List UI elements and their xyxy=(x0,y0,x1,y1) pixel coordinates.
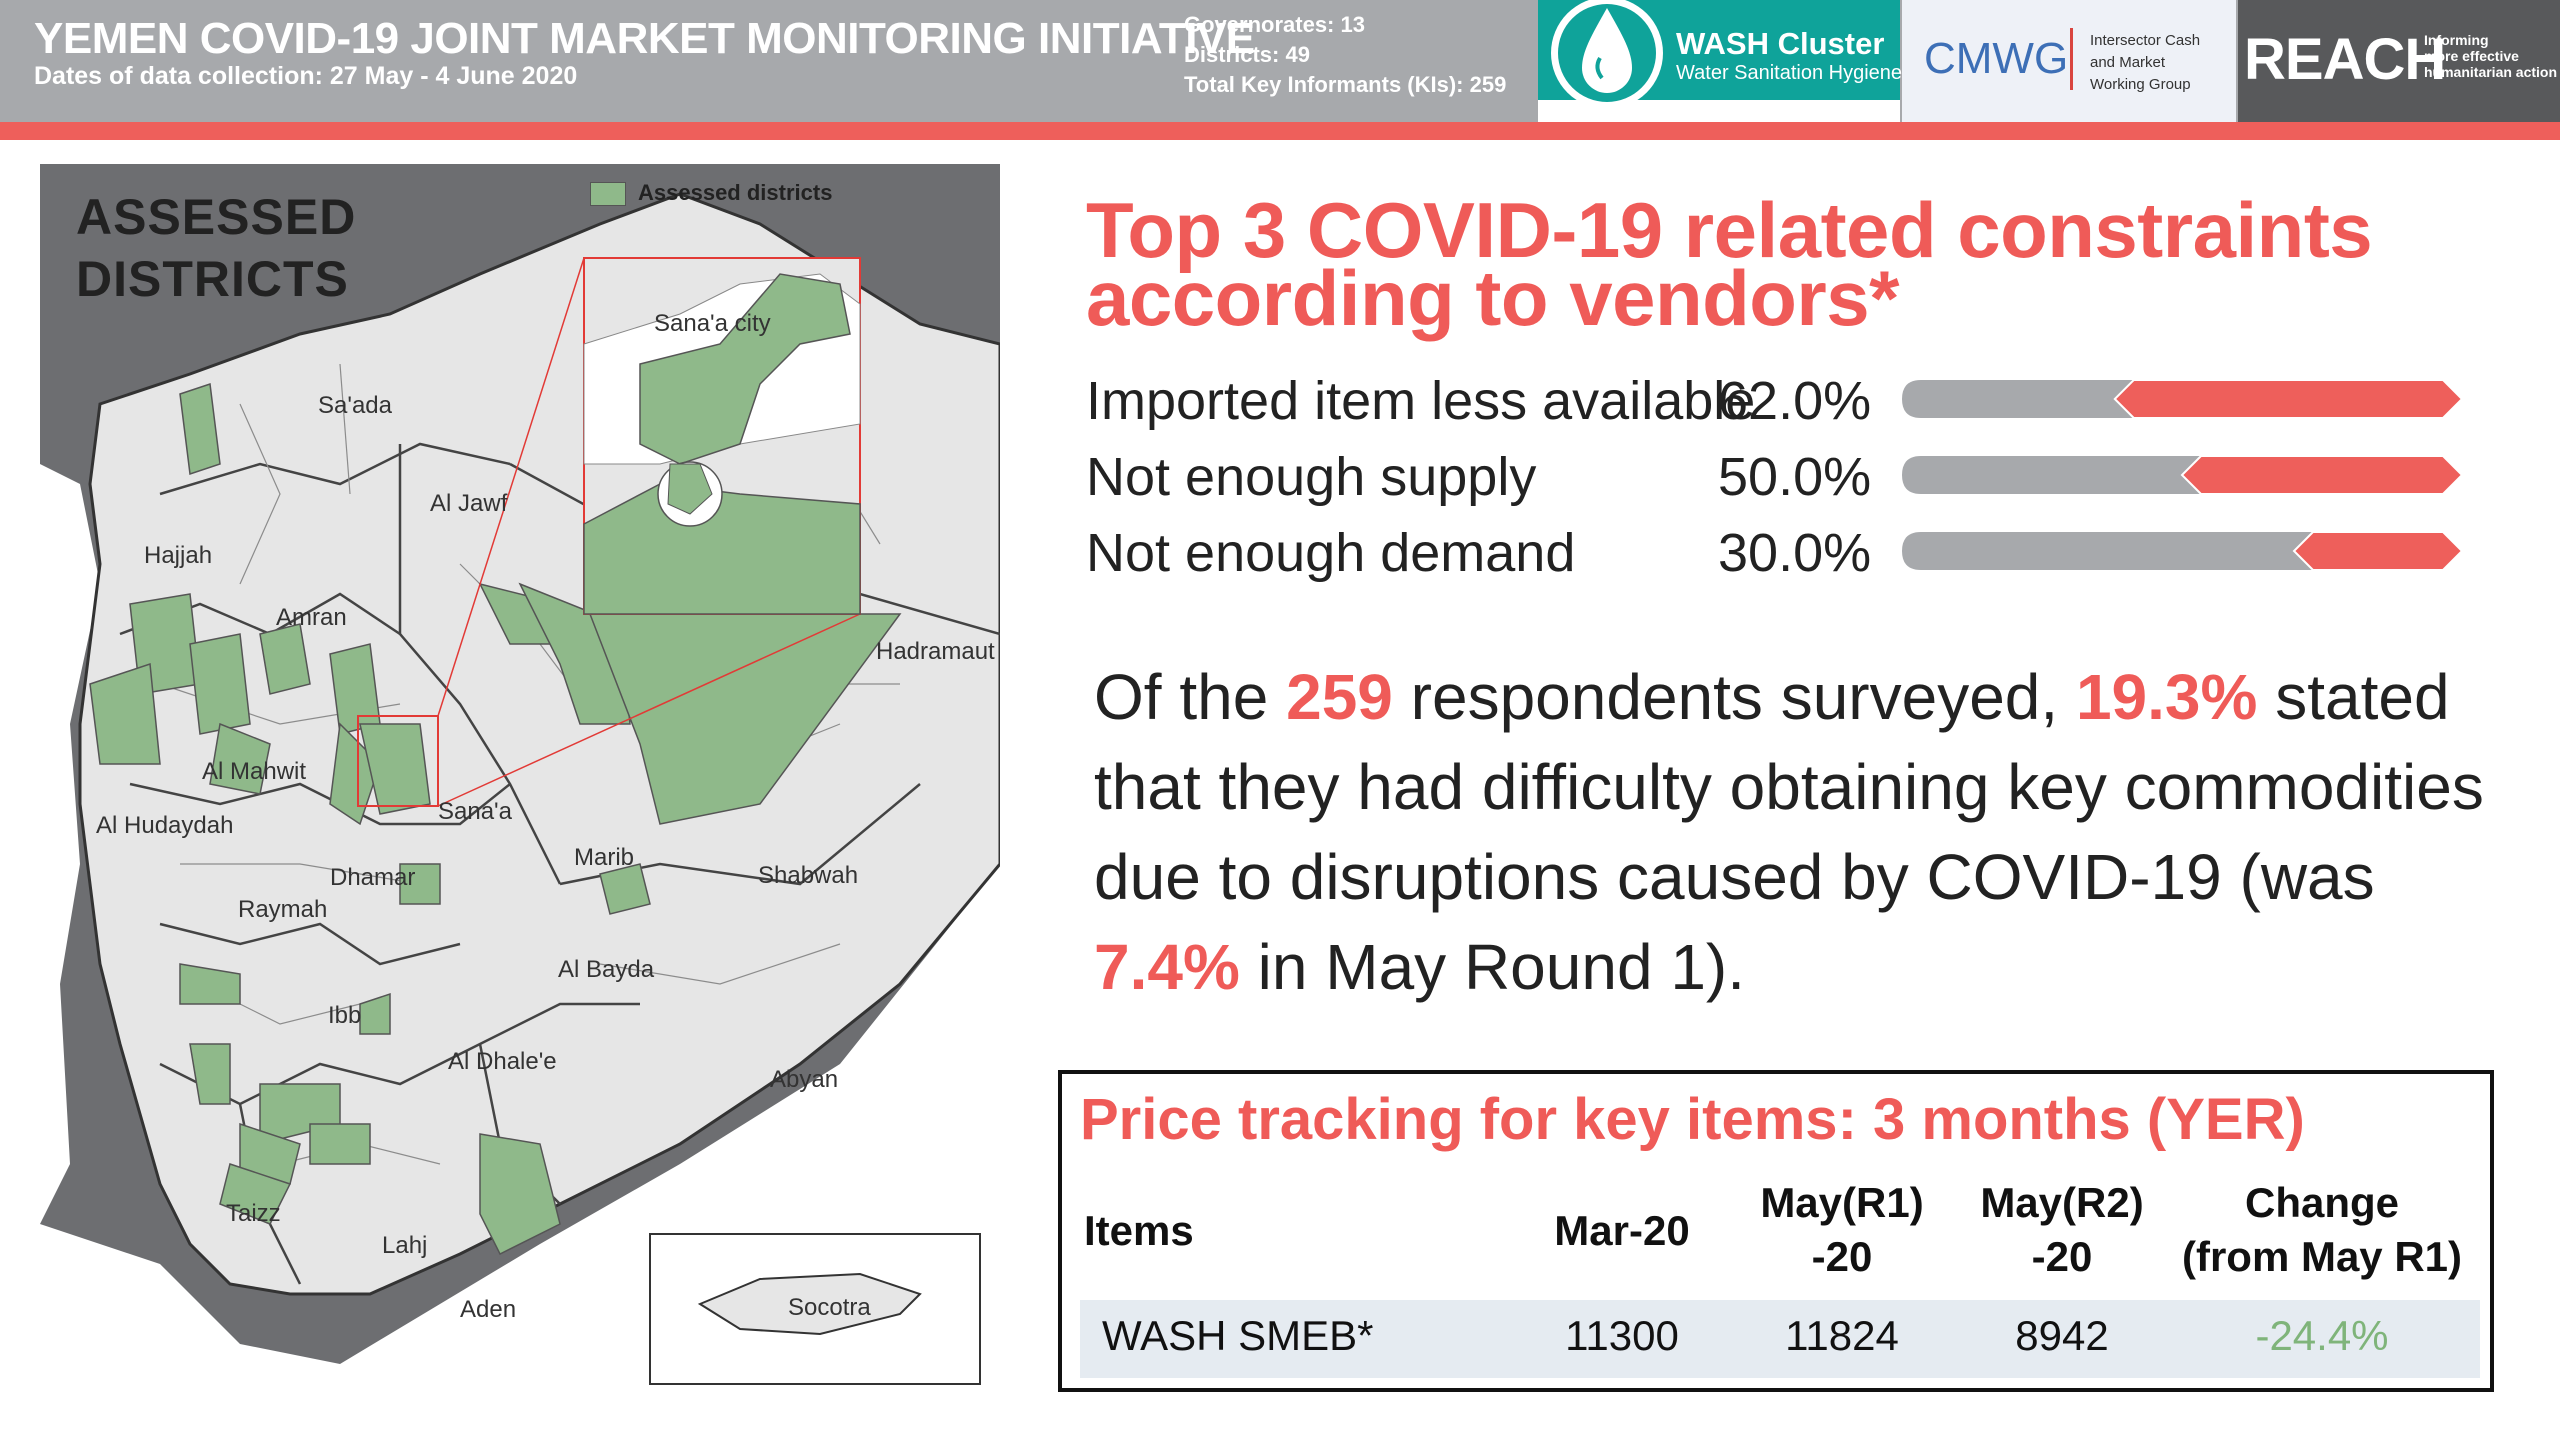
cell-may-r2: 8942 xyxy=(2015,1312,2109,1359)
constraints-title-line: Top 3 COVID-19 related constraints xyxy=(1086,186,2373,274)
map-label-sanaa-city: Sana'a city xyxy=(654,310,771,337)
header-accent-line xyxy=(0,122,2560,140)
reach-logo: REACH Informing more effective humanitar… xyxy=(2238,0,2560,122)
map-label-abyan: Abyan xyxy=(770,1066,839,1093)
constraint-bar xyxy=(1902,379,2464,419)
map-label-hajjah: Hajjah xyxy=(144,542,213,569)
map-title-line: ASSESSED xyxy=(76,189,357,245)
map-label-sanaa: Sana'a xyxy=(438,798,512,825)
wash-cluster-subtitle: Water Sanitation Hygiene xyxy=(1676,62,1903,84)
map-label-amran: Amran xyxy=(276,604,347,631)
map-label-al-jawf: Al Jawf xyxy=(430,490,508,517)
header-bar: YEMEN COVID-19 JOINT MARKET MONITORING I… xyxy=(0,0,2560,122)
report-dates: Dates of data collection: 27 May - 4 Jun… xyxy=(34,62,578,90)
map-label-socotra: Socotra xyxy=(788,1294,871,1321)
constraint-bar xyxy=(1902,531,2464,571)
key-finding-statement: Of the 259 respondents surveyed, 19.3% s… xyxy=(1094,652,2494,1012)
constraint-label: Not enough demand xyxy=(1086,523,1576,583)
map-label-shabwah: Shabwah xyxy=(758,862,859,889)
cmwg-sub-line: Working Group xyxy=(2090,76,2191,93)
wash-cluster-title: WASH Cluster xyxy=(1676,26,1885,61)
map-title: ASSESSED DISTRICTS xyxy=(76,186,356,310)
difficulty-percent: 19.3% xyxy=(2075,661,2258,733)
cell-may-r1: 11824 xyxy=(1785,1312,1899,1359)
map-title-line: DISTRICTS xyxy=(76,251,349,307)
map-label-marib: Marib xyxy=(574,844,635,871)
map-label-ibb: Ibb xyxy=(328,1002,362,1029)
column-header-may-r2: May(R2) -20 xyxy=(1980,1179,2144,1280)
reach-tagline-line: more effective xyxy=(2424,48,2519,64)
map-label-lahj: Lahj xyxy=(382,1232,428,1259)
map-label-al-bayda: Al Bayda xyxy=(558,956,655,983)
constraint-bar-fill xyxy=(2113,379,2464,419)
constraints-title-line: according to vendors* xyxy=(1086,254,1900,342)
stat-key-informants: Total Key Informants (KIs): 259 xyxy=(1184,72,1507,97)
map-label-saada: Sa'ada xyxy=(318,392,392,419)
assessed-districts-map: ASSESSED DISTRICTS Assessed districts Sa… xyxy=(40,164,1000,1404)
reach-wordmark: REACH xyxy=(2244,27,2446,92)
cmwg-sub-line: Intersector Cash xyxy=(2090,32,2201,49)
map-label-dhamar: Dhamar xyxy=(330,864,416,891)
cmwg-logo: CMWG Intersector Cash and Market Working… xyxy=(1902,0,2236,122)
column-header-may-r1: May(R1) -20 xyxy=(1760,1179,1924,1280)
constraint-bar-fill xyxy=(2292,531,2464,571)
report-title: YEMEN COVID-19 JOINT MARKET MONITORING I… xyxy=(34,14,1255,63)
statement-text: respondents surveyed, xyxy=(1392,661,2076,733)
constraints-bars xyxy=(1902,379,2464,571)
map-label-taizz: Taizz xyxy=(226,1200,281,1227)
constraint-percent: 30.0% xyxy=(1718,523,1872,583)
reach-tagline-line: humanitarian action xyxy=(2424,64,2558,80)
cmwg-sub-line: and Market xyxy=(2090,54,2166,71)
legend-label: Assessed districts xyxy=(638,180,833,205)
previous-round-percent: 7.4% xyxy=(1094,931,1240,1003)
map-label-aden: Aden xyxy=(460,1296,517,1323)
cell-mar20: 11300 xyxy=(1565,1312,1679,1359)
map-label-al-hudaydah: Al Hudaydah xyxy=(96,812,234,839)
column-header-mar20: Mar-20 xyxy=(1554,1207,1690,1254)
water-drop-icon xyxy=(1551,0,1663,109)
reach-tagline: Informing more effective humanitarian ac… xyxy=(2424,32,2557,80)
map-label-al-dhalee: Al Dhale'e xyxy=(448,1048,557,1075)
cell-change: -24.4% xyxy=(2255,1312,2389,1359)
reach-tagline-line: Informing xyxy=(2424,32,2489,48)
statement-text: stated that they had difficulty obtainin… xyxy=(1094,661,2484,913)
statement-text: in May Round 1). xyxy=(1239,931,1745,1003)
stat-districts: Districts: 49 xyxy=(1184,42,1310,67)
map-label-raymah: Raymah xyxy=(238,896,328,923)
constraints-title: Top 3 COVID-19 related constraints accor… xyxy=(1086,186,2373,342)
yemen-map-graphic xyxy=(40,164,1000,1404)
price-tracking-table: Price tracking for key items: 3 months (… xyxy=(1058,1070,2494,1392)
constraint-bar-fill xyxy=(2180,455,2464,495)
header-stats: Governorates: 13 Districts: 49 Total Key… xyxy=(1184,10,1506,100)
statement-text: Of the xyxy=(1094,661,1287,733)
column-header-items: Items xyxy=(1084,1207,1194,1254)
constraint-label: Not enough supply xyxy=(1086,447,1537,507)
wash-cluster-logo: WASH Cluster Water Sanitation Hygiene xyxy=(1538,0,1903,122)
cmwg-subtitle: Intersector Cash and Market Working Grou… xyxy=(2090,30,2200,96)
legend-swatch xyxy=(590,182,626,206)
constraint-label: Imported item less available xyxy=(1086,371,1756,431)
table-row xyxy=(1080,1300,2480,1378)
constraint-percent: 62.0% xyxy=(1718,371,1872,431)
map-label-al-mahwit: Al Mahwit xyxy=(202,758,307,785)
map-label-hadramaut: Hadramaut xyxy=(876,638,995,665)
cmwg-divider xyxy=(2070,28,2073,90)
constraint-percent: 50.0% xyxy=(1718,447,1872,507)
price-table-title: Price tracking for key items: 3 months (… xyxy=(1080,1087,2305,1152)
constraint-bar xyxy=(1902,455,2464,495)
cmwg-wordmark: CMWG xyxy=(1924,34,2069,83)
stat-governorates: Governorates: 13 xyxy=(1184,12,1365,37)
cell-item: WASH SMEB* xyxy=(1102,1312,1374,1359)
column-header-change: Change (from May R1) xyxy=(2181,1179,2463,1280)
respondents-count: 259 xyxy=(1286,661,1393,733)
